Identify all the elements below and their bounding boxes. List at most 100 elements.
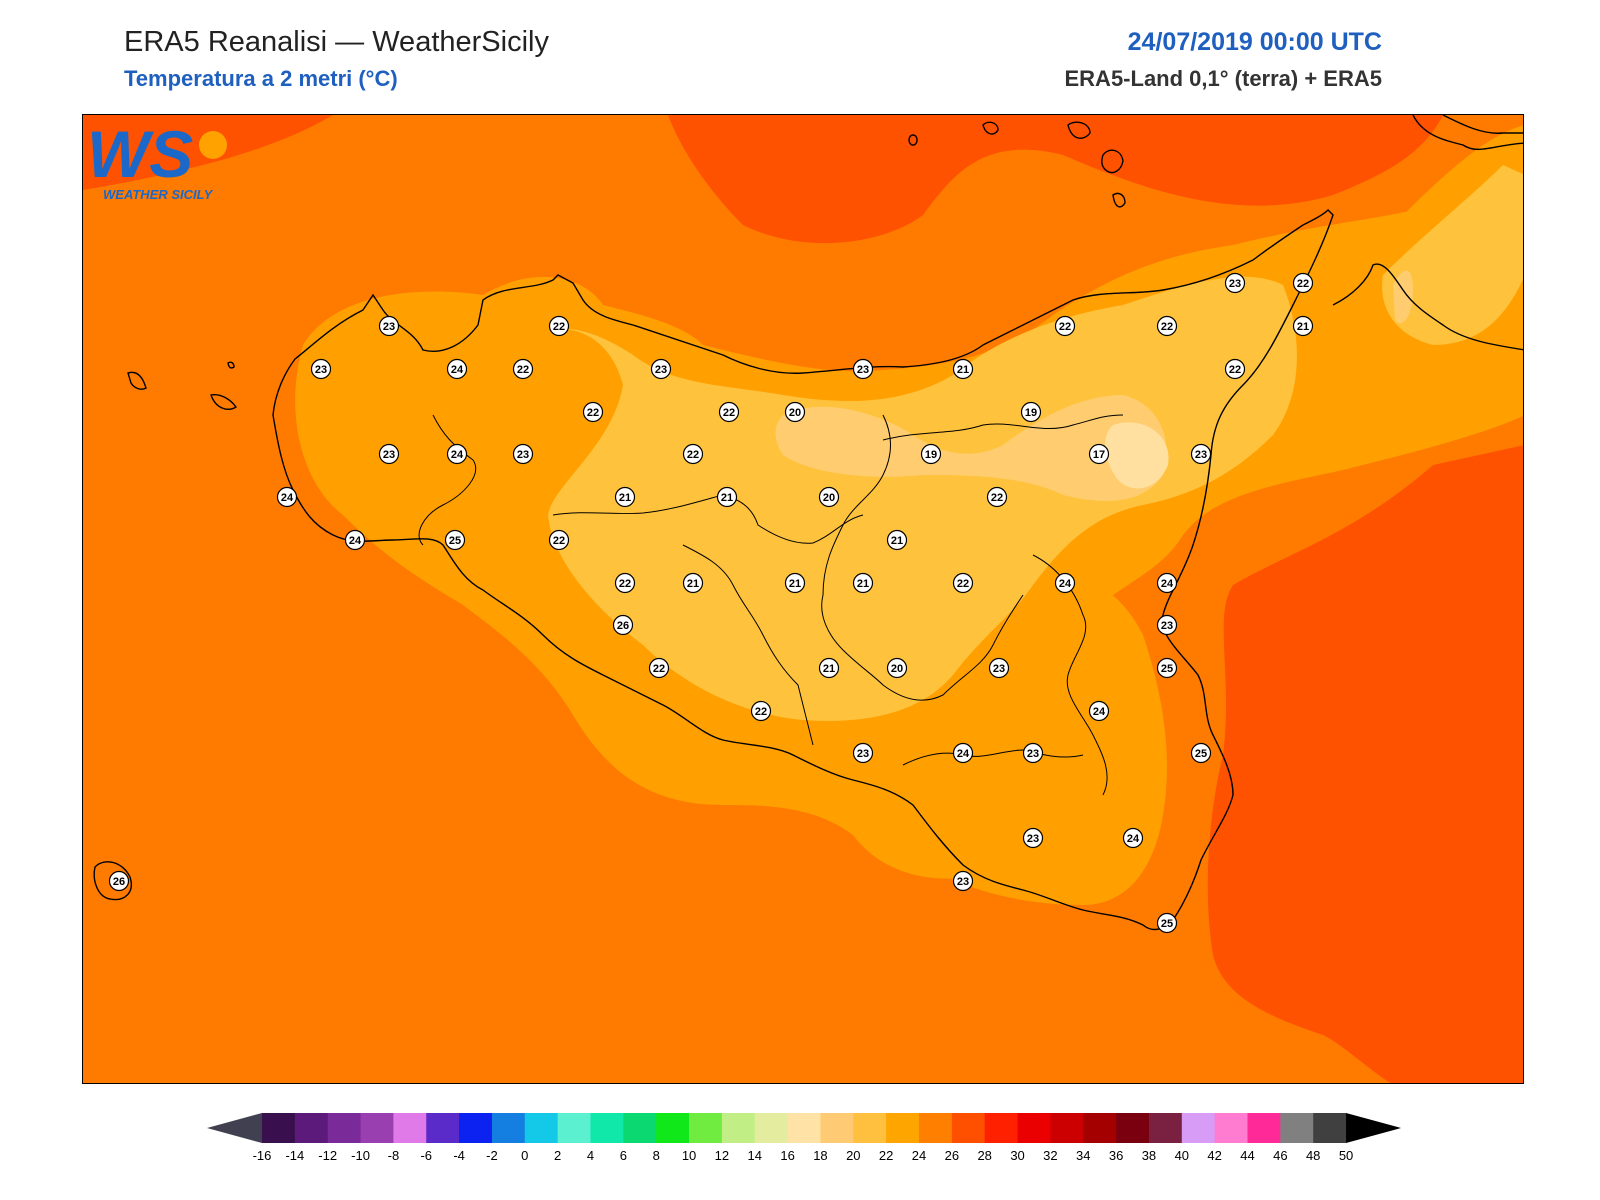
- station-value: 21: [619, 492, 631, 504]
- colorbar-tick-label: 2: [554, 1148, 561, 1163]
- colorbar-box: [656, 1113, 690, 1143]
- station-value: 24: [1127, 833, 1140, 845]
- egadi-island-1: [127, 371, 147, 390]
- station-circle: [952, 742, 974, 764]
- colorbar-tick-label: 38: [1142, 1148, 1156, 1163]
- station-value: 21: [687, 578, 699, 590]
- station-marker: 25: [1156, 657, 1178, 679]
- station-marker: 21: [952, 358, 974, 380]
- colorbar-tick-label: 46: [1273, 1148, 1287, 1163]
- aeolian-island-3: [1067, 121, 1091, 139]
- station-circle: [1088, 443, 1110, 465]
- colorbar-box: [754, 1113, 789, 1143]
- colorbar-box: [689, 1113, 723, 1143]
- station-marker: 24: [1088, 700, 1110, 722]
- station-value: 24: [451, 364, 464, 376]
- station-value: 21: [891, 535, 903, 547]
- station-value: 24: [1161, 578, 1174, 590]
- colorbar-box: [1116, 1113, 1150, 1143]
- station-circle: [886, 529, 908, 551]
- field-24-southeast: [911, 578, 1167, 905]
- station-circle: [716, 486, 738, 508]
- station-circle: [852, 358, 874, 380]
- colorbar-box: [1083, 1113, 1117, 1143]
- province-border-7: [902, 749, 1084, 766]
- station-marker: 26: [108, 870, 130, 892]
- station-marker: 21: [1292, 315, 1314, 337]
- colorbar-box: [1017, 1113, 1051, 1143]
- station-value: 24: [1093, 706, 1106, 718]
- station-circle: [1022, 827, 1044, 849]
- station-circle: [276, 486, 298, 508]
- station-marker: 22: [614, 572, 636, 594]
- colorbar-tick-label: 16: [780, 1148, 794, 1163]
- station-marker: 22: [750, 700, 772, 722]
- station-circle: [784, 572, 806, 594]
- station-circle: [1156, 657, 1178, 679]
- station-circle: [548, 315, 570, 337]
- station-marker: 23: [1190, 443, 1212, 465]
- station-circle: [952, 572, 974, 594]
- colorbar-box: [557, 1113, 591, 1143]
- station-circle: [1224, 358, 1246, 380]
- station-value: 22: [1059, 321, 1071, 333]
- station-value: 23: [857, 748, 869, 760]
- colorbar-tick-label: 42: [1207, 1148, 1221, 1163]
- station-circle: [1054, 315, 1076, 337]
- station-circle: [582, 401, 604, 423]
- station-circle: [1292, 272, 1314, 294]
- colorbar-tick-label: -14: [285, 1148, 304, 1163]
- field-20-center: [775, 395, 1167, 501]
- station-value: 25: [449, 535, 461, 547]
- map-title: ERA5 Reanalisi — WeatherSicily: [124, 26, 549, 58]
- station-value: 26: [113, 876, 125, 888]
- station-circle: [1292, 315, 1314, 337]
- aeolian-island-2: [982, 121, 999, 135]
- station-value: 24: [451, 449, 464, 461]
- egadi-island-2: [210, 393, 238, 410]
- station-marker: 23: [512, 443, 534, 465]
- station-value: 22: [587, 407, 599, 419]
- station-circle: [650, 358, 672, 380]
- sicily-coastline: [272, 209, 1334, 931]
- station-value: 22: [723, 407, 735, 419]
- station-value: 22: [755, 706, 767, 718]
- colorbar-box: [1148, 1113, 1183, 1143]
- station-value: 25: [1195, 748, 1207, 760]
- colorbar-tick-label: -12: [318, 1148, 337, 1163]
- station-value: 21: [789, 578, 801, 590]
- station-marker: 21: [716, 486, 738, 508]
- colorbar-tick-label: 28: [977, 1148, 991, 1163]
- calabria-south-coastline: [1332, 263, 1523, 351]
- coastline-group: [93, 115, 1523, 931]
- station-marker: 24: [1156, 572, 1178, 594]
- colorbar-box: [853, 1113, 887, 1143]
- station-marker: 23: [1022, 827, 1044, 849]
- map-canvas: 23 22 23 24 22 23 23 22 21 22 22 22 23 22 22 20 19 21 23 24…: [83, 115, 1523, 1083]
- station-marker: 22: [548, 315, 570, 337]
- colorbar-tick-label: 18: [813, 1148, 827, 1163]
- station-circle: [818, 657, 840, 679]
- station-circle: [852, 742, 874, 764]
- station-circle: [1022, 742, 1044, 764]
- station-marker: 22: [1156, 315, 1178, 337]
- aeolian-island-5: [1112, 192, 1126, 208]
- station-marker: 21: [682, 572, 704, 594]
- station-marker: 19: [920, 443, 942, 465]
- map-source: ERA5-Land 0,1° (terra) + ERA5: [1064, 66, 1383, 91]
- egadi-island-3: [227, 361, 235, 369]
- station-value: 22: [991, 492, 1003, 504]
- station-marker: 22: [1054, 315, 1076, 337]
- colorbar-box: [787, 1113, 821, 1143]
- colorbar-box: [721, 1113, 756, 1143]
- station-marker: 24: [1122, 827, 1144, 849]
- station-value: 20: [891, 663, 903, 675]
- station-circle: [1088, 700, 1110, 722]
- station-marker: 23: [310, 358, 332, 380]
- province-border-4: [821, 414, 1024, 701]
- station-marker: 23: [852, 742, 874, 764]
- station-value: 25: [1161, 918, 1173, 930]
- station-circle: [886, 657, 908, 679]
- station-circle: [1156, 572, 1178, 594]
- station-marker: 22: [548, 529, 570, 551]
